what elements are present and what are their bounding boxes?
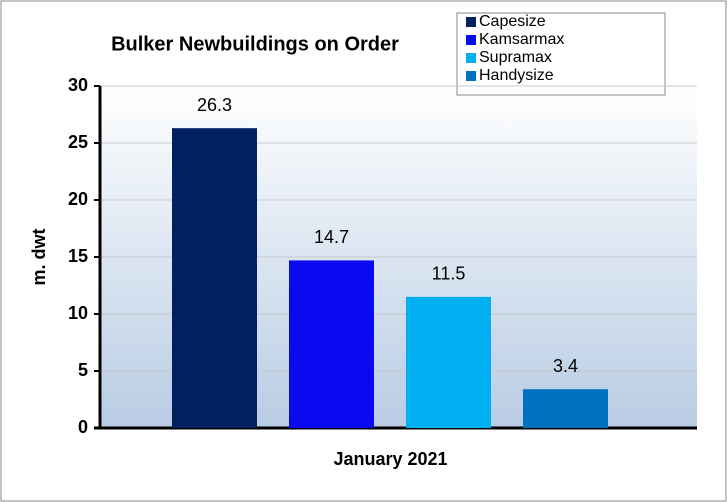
data-label: 26.3	[197, 95, 232, 115]
data-label: 11.5	[432, 264, 466, 284]
chart-title: Bulker Newbuildings on Order	[111, 33, 399, 55]
y-tick-label: 25	[68, 132, 88, 152]
data-label: 14.7	[314, 227, 349, 247]
legend-swatch	[466, 71, 476, 81]
bar	[523, 389, 608, 428]
legend-swatch	[466, 35, 476, 45]
legend-label: Supramax	[479, 49, 552, 66]
legend-label: Handysize	[479, 67, 554, 84]
data-label: 3.4	[553, 356, 578, 376]
x-tick-label: January 2021	[333, 449, 447, 469]
bar	[289, 260, 374, 428]
bar	[172, 128, 257, 428]
legend-swatch	[466, 53, 476, 63]
legend-box	[456, 12, 666, 96]
y-tick-label: 5	[78, 360, 88, 380]
bar	[406, 296, 491, 428]
y-tick-label: 0	[78, 417, 88, 437]
legend-swatch	[466, 17, 476, 27]
y-tick-label: 20	[68, 189, 88, 209]
legend-label: Capesize	[479, 13, 546, 30]
y-tick-label: 30	[68, 75, 88, 95]
y-axis-label: m. dwt	[29, 228, 49, 285]
y-tick-label: 15	[68, 246, 88, 266]
y-tick-label: 10	[68, 303, 88, 323]
legend-label: Kamsarmax	[479, 31, 564, 48]
